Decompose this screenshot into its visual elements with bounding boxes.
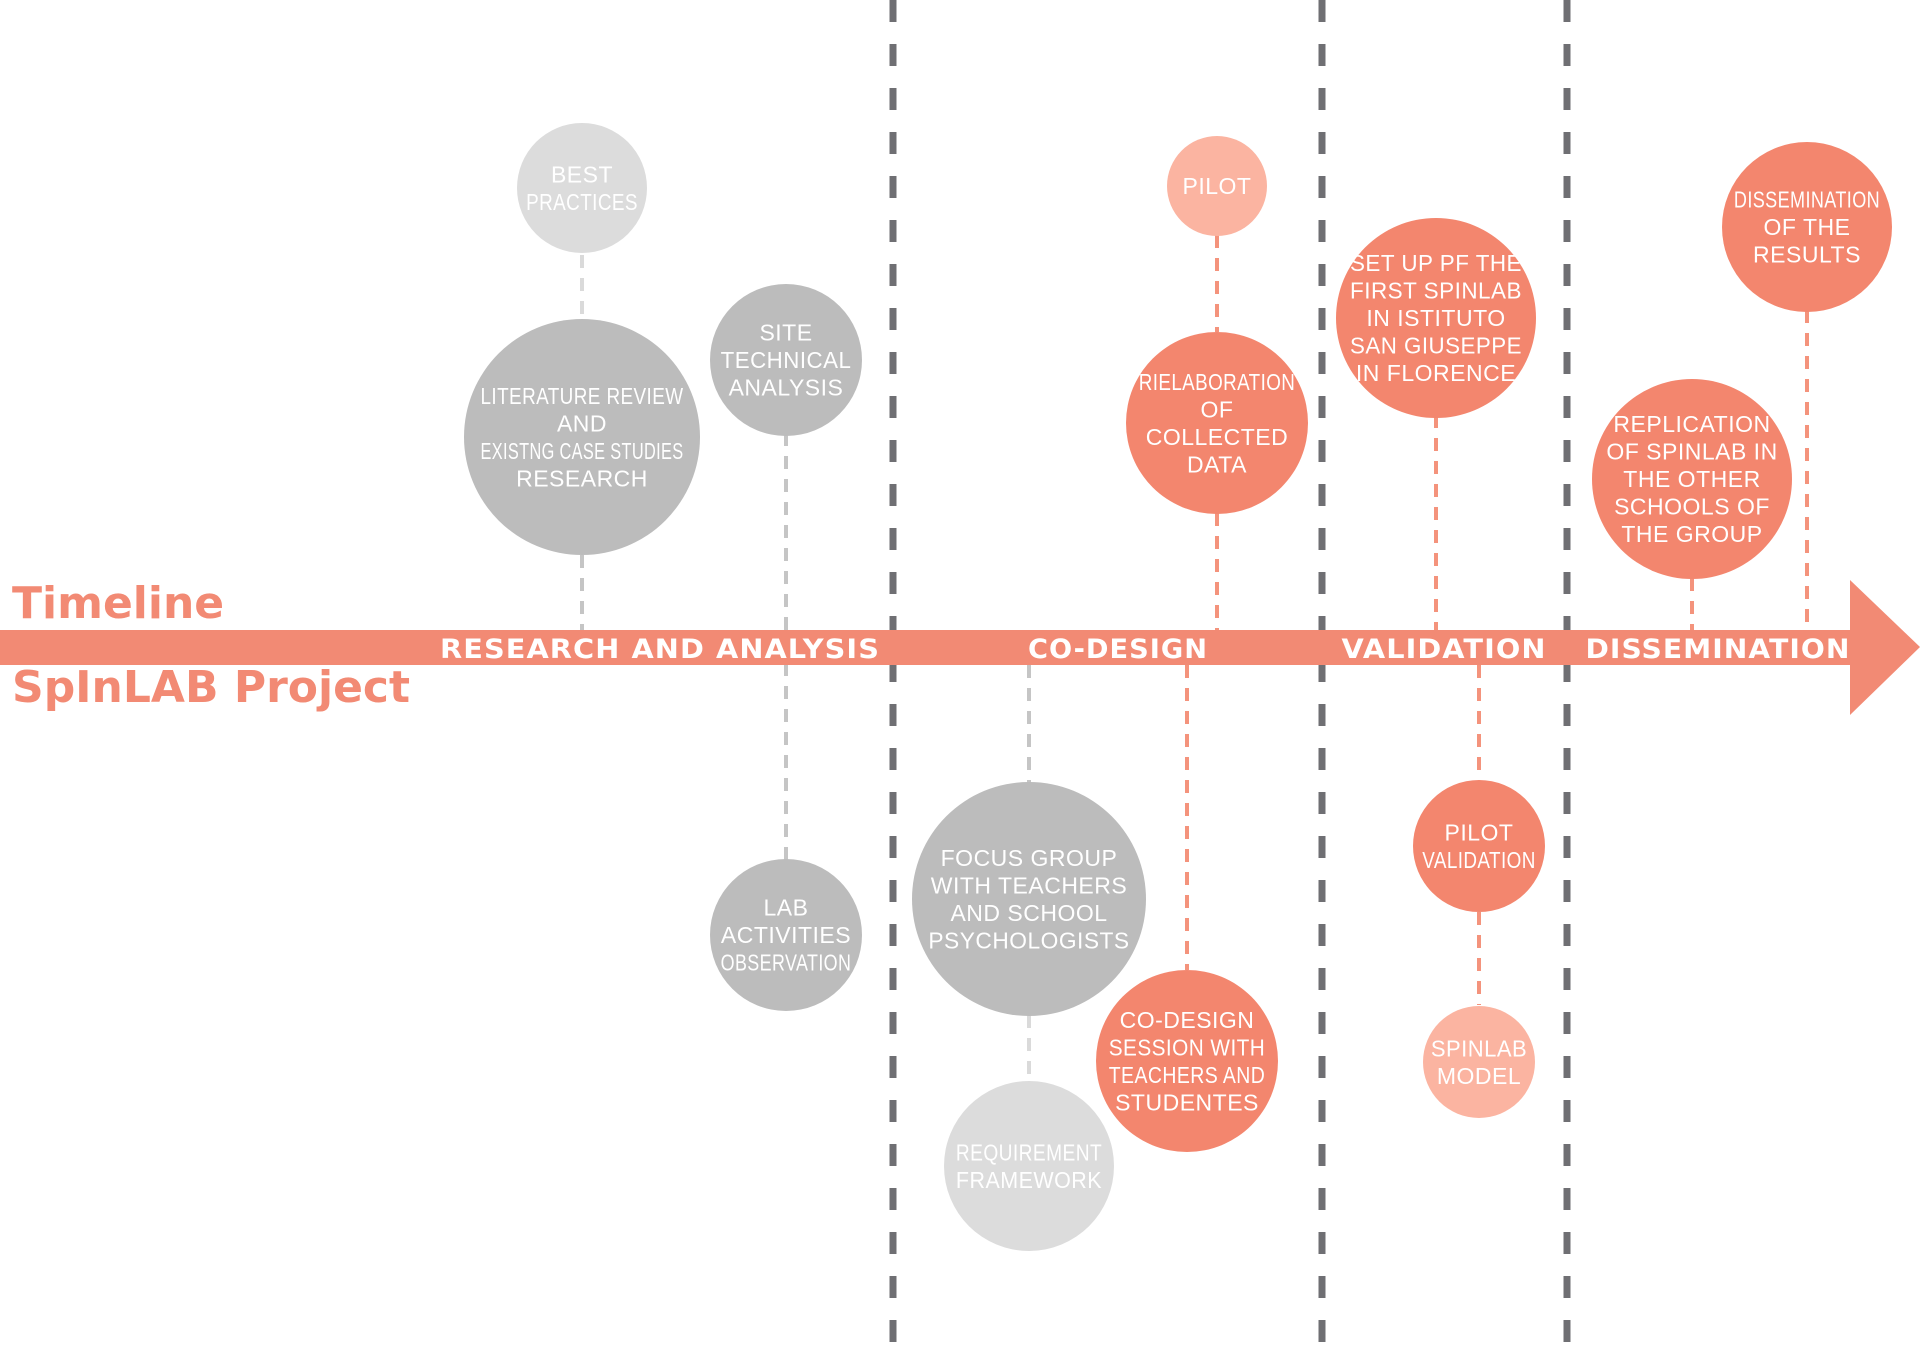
node-circle (1167, 136, 1267, 236)
node-label-line: AND (557, 410, 607, 436)
phase-label-codesign: CO-DESIGN (1028, 634, 1208, 665)
node-label-line: AND SCHOOL (950, 900, 1107, 926)
node-circle (1126, 332, 1308, 514)
node-circle (1722, 142, 1892, 312)
node-label-line: ACTIVITIES (721, 922, 851, 948)
node-label-line: EXISTNG CASE STUDIES (481, 438, 684, 464)
phase-label-dissemination: DISSEMINATION (1586, 634, 1851, 665)
node-label-line: COLLECTED (1146, 424, 1289, 450)
node-label-line: DATA (1187, 451, 1247, 477)
node-label-line: REQUIREMENT (956, 1139, 1102, 1165)
phase-label-validation: VALIDATION (1342, 634, 1547, 665)
node-label-line: SET UP PF THE (1350, 250, 1522, 276)
node-label-line: PRACTICES (526, 189, 638, 215)
node-label-line: WITH TEACHERS (931, 872, 1127, 898)
phase-dividers (889, 0, 1571, 1358)
node-circle (1096, 970, 1278, 1152)
node-label-line: RESULTS (1753, 242, 1861, 268)
node-label-line: LAB (764, 895, 809, 921)
node-pilot: PILOT (1167, 136, 1267, 236)
node-label-line: FRAMEWORK (956, 1167, 1102, 1193)
timeline-arrow (0, 580, 1920, 715)
node-label-line: OF SPINLAB IN (1606, 439, 1777, 465)
node-label-line: RESEARCH (516, 465, 648, 491)
node-circle (1423, 1006, 1535, 1118)
node-label-line: SPINLAB (1431, 1035, 1527, 1061)
node-label-line: OF (1201, 396, 1234, 422)
node-label-line: IN ISTITUTO (1366, 305, 1505, 331)
node-label-line: CO-DESIGN (1120, 1007, 1255, 1033)
node-label-line: TECHNICAL (721, 347, 852, 373)
node-circle (710, 284, 862, 436)
node-label-line: TEACHERS AND (1109, 1062, 1266, 1088)
node-label-line: REPLICATION (1613, 411, 1770, 437)
node-circle (464, 319, 700, 555)
node-label-line: RIELABORATION (1139, 369, 1296, 395)
node-label-line: IN FLORENCE (1356, 360, 1516, 386)
node-label-line: FIRST SPINLAB (1350, 278, 1522, 304)
node-circle (517, 123, 647, 253)
node-label-line: SCHOOLS OF (1614, 494, 1770, 520)
node-label-line: PSYCHOLOGISTS (928, 927, 1129, 953)
project-title: SpInLAB Project (12, 662, 410, 713)
timeline-bar (0, 630, 1855, 665)
node-label-line: FOCUS GROUP (941, 845, 1118, 871)
node-circle (1336, 218, 1536, 418)
node-label-line: SAN GIUSEPPE (1350, 333, 1522, 359)
node-label-line: DISSEMINATION (1734, 187, 1880, 213)
node-label-line: OBSERVATION (721, 950, 852, 976)
node-label-line: THE OTHER (1623, 466, 1760, 492)
node-circle (912, 782, 1146, 1016)
node-label-line: STUDENTES (1115, 1089, 1259, 1115)
node-circle (710, 859, 862, 1011)
node-circle (1592, 379, 1792, 579)
node-circle (944, 1081, 1114, 1251)
phase-label-research: RESEARCH AND ANALYSIS (440, 634, 880, 665)
node-label-line: MODEL (1437, 1063, 1521, 1089)
node-label-line: PILOT (1445, 819, 1514, 845)
node-label-line: PILOT (1183, 173, 1252, 199)
node-label-line: OF THE (1764, 214, 1851, 240)
node-label-line: BEST (551, 161, 613, 187)
node-circle (1413, 780, 1545, 912)
node-label-line: SITE (759, 320, 812, 346)
timeline-arrowhead (1850, 580, 1920, 715)
node-label-line: THE GROUP (1621, 521, 1762, 547)
node-label-line: SESSION WITH (1109, 1034, 1266, 1060)
node-label-line: ANALYSIS (729, 375, 844, 401)
node-label-line: VALIDATION (1422, 847, 1536, 873)
timeline-title: Timeline (12, 578, 224, 629)
node-label-line: LITERATURE REVIEW (481, 383, 684, 409)
